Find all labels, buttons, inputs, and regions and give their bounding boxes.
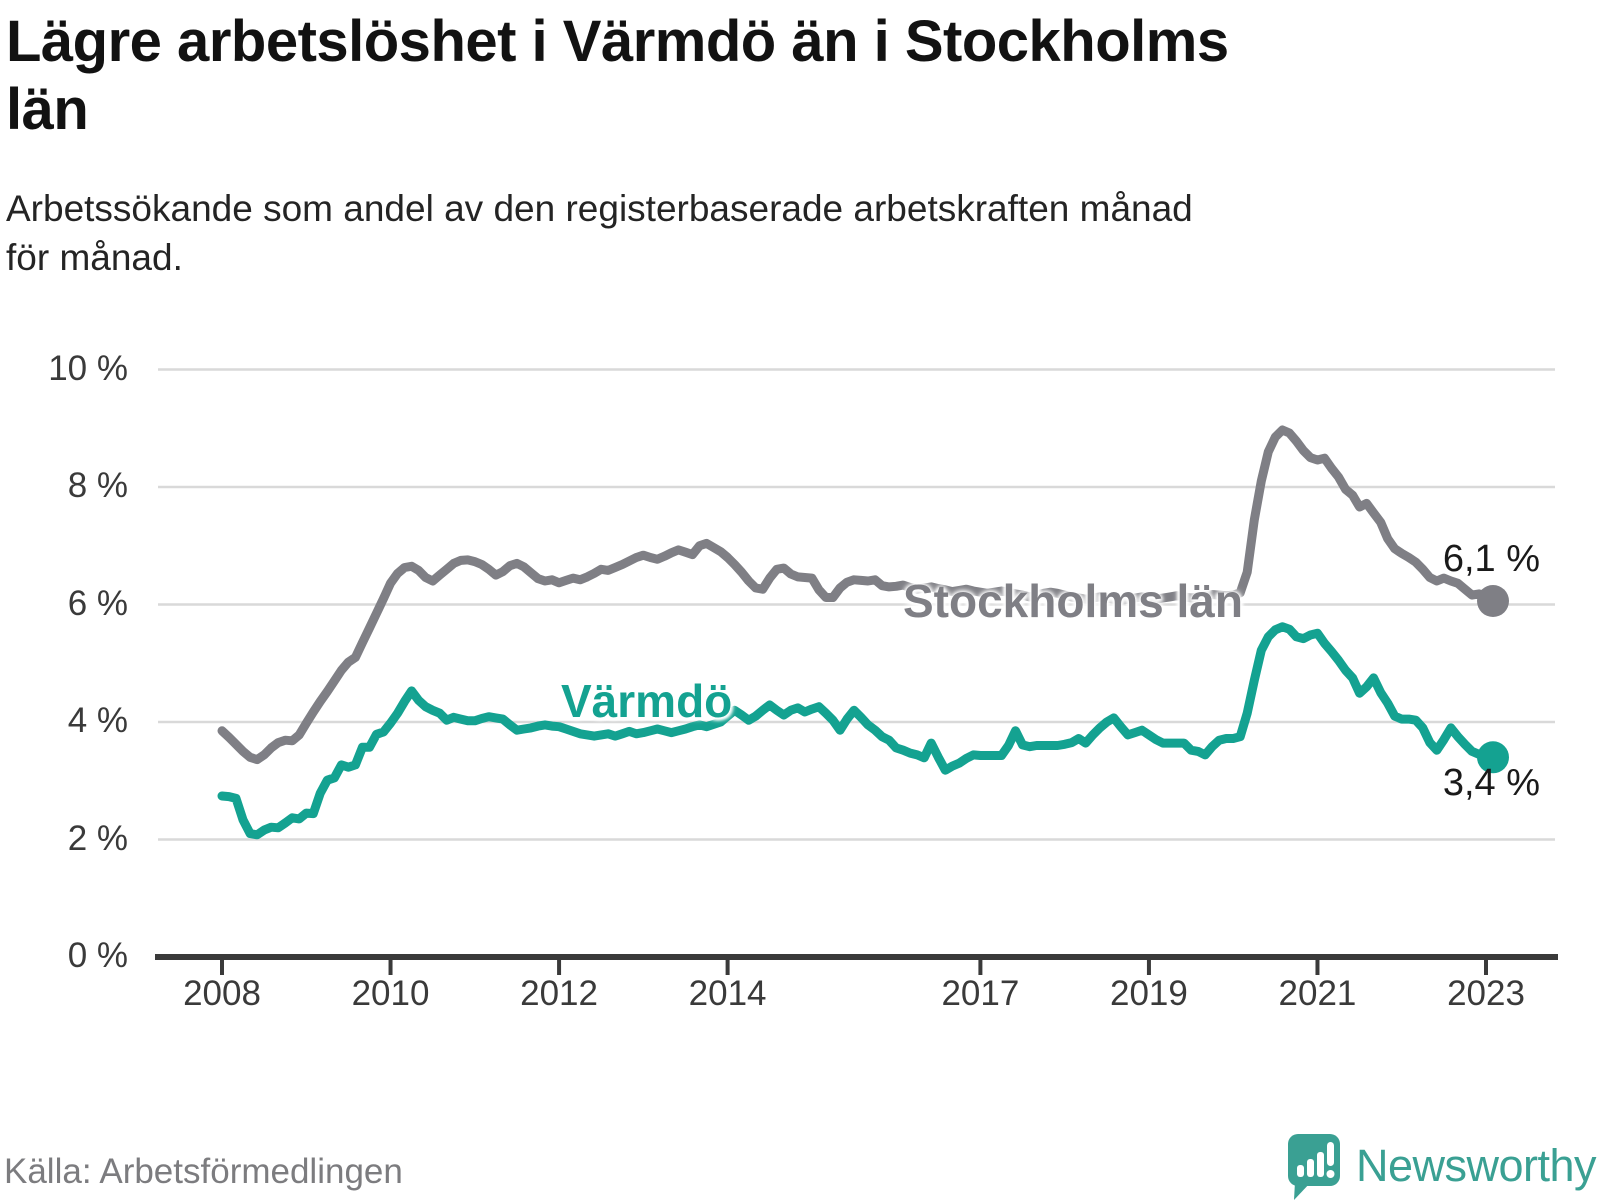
title-line-1: Lägre arbetslöshet i Värmdö än i Stockho… <box>6 9 1229 74</box>
varmdo-line <box>217 622 1498 840</box>
newsworthy-icon <box>1288 1134 1340 1200</box>
x-tick-label: 2012 <box>520 974 598 1013</box>
x-tick-label: 2023 <box>1447 974 1525 1013</box>
subtitle-line-1: Arbetssökande som andel av den registerb… <box>6 188 1193 229</box>
chart-subtitle: Arbetssökande som andel av den registerb… <box>6 184 1576 282</box>
stockholm-end-dot <box>1477 585 1509 617</box>
brand-name: Newsworthy <box>1356 1140 1597 1191</box>
page-title: Lägre arbetslöshet i Värmdö än i Stockho… <box>6 8 1576 144</box>
stockholm-line <box>217 425 1498 765</box>
x-tick-label: 2008 <box>183 974 261 1013</box>
gridlines <box>158 368 1555 841</box>
y-tick-label: 8 % <box>67 466 128 505</box>
x-tick-label: 2021 <box>1278 974 1357 1013</box>
end-value-varmdo: 3,4 % <box>1442 762 1540 804</box>
y-tick-label: 10 % <box>48 348 128 388</box>
subtitle-line-2: för månad. <box>6 237 183 279</box>
series-label-varmdo: Värmdö <box>561 675 733 727</box>
x-axis-ticks <box>220 957 1489 975</box>
end-value-stockholm: 6,1 % <box>1442 538 1540 580</box>
varmdo-end-dot <box>1477 741 1509 774</box>
x-tick-label: 2014 <box>688 974 767 1013</box>
y-tick-label: 6 % <box>67 583 128 623</box>
series-label-stockholm: Stockholms län <box>903 575 1243 627</box>
x-tick-label: 2017 <box>941 974 1020 1013</box>
x-tick-label: 2019 <box>1109 974 1188 1013</box>
x-tick-label: 2010 <box>351 974 430 1013</box>
brand-logo: Newsworthy <box>1288 1134 1597 1200</box>
source-text: Källa: Arbetsförmedlingen <box>4 1152 403 1191</box>
y-tick-label: 4 % <box>67 701 128 740</box>
title-line-2: län <box>6 76 89 142</box>
y-tick-label: 2 % <box>67 818 128 858</box>
y-tick-label: 0 % <box>67 936 128 975</box>
